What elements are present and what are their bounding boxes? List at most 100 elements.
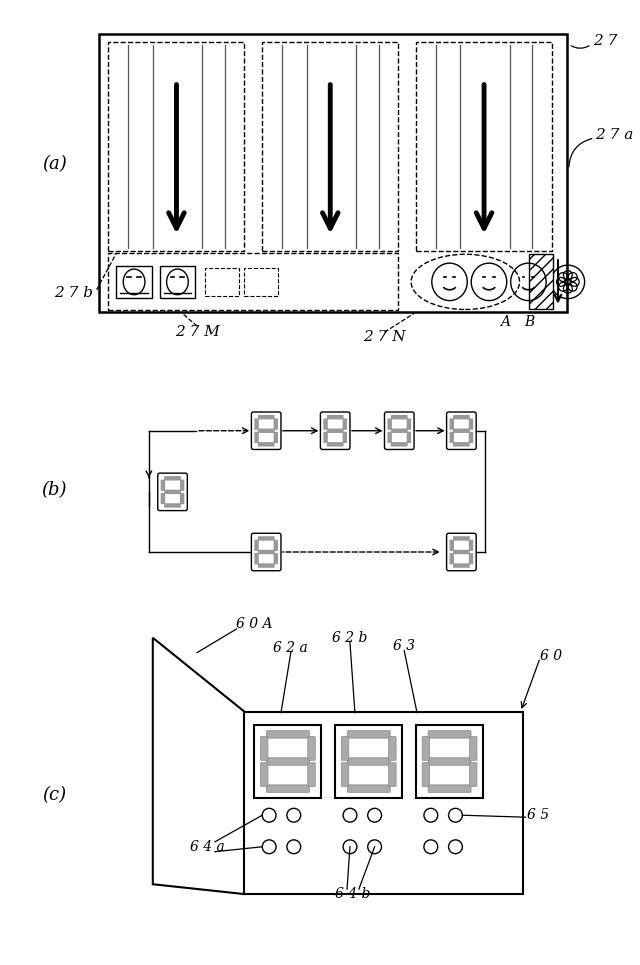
FancyBboxPatch shape <box>449 553 454 565</box>
FancyBboxPatch shape <box>447 412 476 450</box>
FancyBboxPatch shape <box>406 431 411 443</box>
FancyBboxPatch shape <box>266 758 309 765</box>
FancyBboxPatch shape <box>180 493 184 504</box>
Bar <box>244 268 278 295</box>
FancyBboxPatch shape <box>391 442 408 447</box>
FancyBboxPatch shape <box>341 762 349 786</box>
FancyBboxPatch shape <box>453 428 470 433</box>
FancyBboxPatch shape <box>385 412 414 450</box>
FancyBboxPatch shape <box>342 431 347 443</box>
FancyBboxPatch shape <box>157 473 188 510</box>
FancyBboxPatch shape <box>468 539 473 551</box>
FancyBboxPatch shape <box>391 415 408 420</box>
Bar <box>108 42 244 251</box>
Text: 6 5: 6 5 <box>527 809 550 822</box>
FancyBboxPatch shape <box>388 736 396 760</box>
FancyBboxPatch shape <box>254 419 259 429</box>
Ellipse shape <box>411 254 520 310</box>
FancyBboxPatch shape <box>258 550 275 554</box>
FancyBboxPatch shape <box>164 476 181 481</box>
Bar <box>244 712 522 895</box>
FancyBboxPatch shape <box>348 758 390 765</box>
Text: 6 0: 6 0 <box>540 648 563 663</box>
Text: B: B <box>524 316 534 329</box>
Text: 2 7: 2 7 <box>593 35 618 48</box>
FancyBboxPatch shape <box>161 480 165 491</box>
FancyBboxPatch shape <box>323 419 328 429</box>
FancyBboxPatch shape <box>327 428 344 433</box>
FancyBboxPatch shape <box>266 785 309 792</box>
FancyBboxPatch shape <box>164 489 181 494</box>
FancyBboxPatch shape <box>453 415 470 420</box>
FancyBboxPatch shape <box>387 431 392 443</box>
Text: 6 0 A: 6 0 A <box>236 617 273 631</box>
Text: 6 2 a: 6 2 a <box>273 641 308 654</box>
Text: 6 2 b: 6 2 b <box>332 631 367 645</box>
Bar <box>108 253 398 311</box>
FancyBboxPatch shape <box>453 564 470 567</box>
FancyBboxPatch shape <box>164 503 181 508</box>
FancyBboxPatch shape <box>470 736 477 760</box>
FancyBboxPatch shape <box>428 785 471 792</box>
FancyBboxPatch shape <box>342 419 347 429</box>
Bar <box>529 254 553 310</box>
FancyBboxPatch shape <box>260 762 268 786</box>
Text: (a): (a) <box>42 155 67 174</box>
FancyBboxPatch shape <box>470 762 477 786</box>
FancyBboxPatch shape <box>327 442 344 447</box>
Bar <box>416 42 552 251</box>
FancyBboxPatch shape <box>449 419 454 429</box>
FancyBboxPatch shape <box>252 534 281 570</box>
FancyBboxPatch shape <box>348 731 390 738</box>
FancyBboxPatch shape <box>258 564 275 567</box>
Text: 6 4 a: 6 4 a <box>189 840 225 854</box>
FancyBboxPatch shape <box>468 553 473 565</box>
FancyBboxPatch shape <box>468 431 473 443</box>
FancyBboxPatch shape <box>323 431 328 443</box>
FancyBboxPatch shape <box>273 419 278 429</box>
Bar <box>160 266 195 297</box>
FancyBboxPatch shape <box>254 431 259 443</box>
Bar <box>416 725 483 798</box>
FancyBboxPatch shape <box>258 428 275 433</box>
FancyBboxPatch shape <box>453 537 470 540</box>
FancyBboxPatch shape <box>422 736 429 760</box>
FancyBboxPatch shape <box>254 539 259 551</box>
FancyBboxPatch shape <box>258 415 275 420</box>
FancyBboxPatch shape <box>428 758 471 765</box>
FancyBboxPatch shape <box>391 428 408 433</box>
FancyBboxPatch shape <box>260 736 268 760</box>
FancyBboxPatch shape <box>453 550 470 554</box>
FancyBboxPatch shape <box>388 762 396 786</box>
FancyBboxPatch shape <box>341 736 349 760</box>
Text: A: A <box>500 316 509 329</box>
FancyBboxPatch shape <box>266 731 309 738</box>
FancyBboxPatch shape <box>180 480 184 491</box>
Bar <box>205 268 239 295</box>
FancyBboxPatch shape <box>258 442 275 447</box>
FancyBboxPatch shape <box>449 539 454 551</box>
FancyBboxPatch shape <box>308 736 316 760</box>
FancyBboxPatch shape <box>428 731 471 738</box>
FancyBboxPatch shape <box>348 785 390 792</box>
FancyBboxPatch shape <box>161 493 165 504</box>
Text: (c): (c) <box>42 786 67 805</box>
Text: 2 7 M: 2 7 M <box>175 325 220 339</box>
FancyBboxPatch shape <box>254 553 259 565</box>
Polygon shape <box>153 638 244 895</box>
Text: (b): (b) <box>42 481 67 499</box>
FancyBboxPatch shape <box>387 419 392 429</box>
FancyBboxPatch shape <box>321 412 350 450</box>
Bar <box>254 725 321 798</box>
Bar <box>335 725 402 798</box>
Text: 2 7 a: 2 7 a <box>595 128 634 142</box>
FancyBboxPatch shape <box>308 762 316 786</box>
Bar <box>262 42 398 251</box>
FancyBboxPatch shape <box>449 431 454 443</box>
FancyBboxPatch shape <box>273 431 278 443</box>
FancyBboxPatch shape <box>273 553 278 565</box>
Text: 6 3: 6 3 <box>393 639 415 652</box>
FancyBboxPatch shape <box>447 534 476 570</box>
FancyBboxPatch shape <box>406 419 411 429</box>
FancyBboxPatch shape <box>258 537 275 540</box>
